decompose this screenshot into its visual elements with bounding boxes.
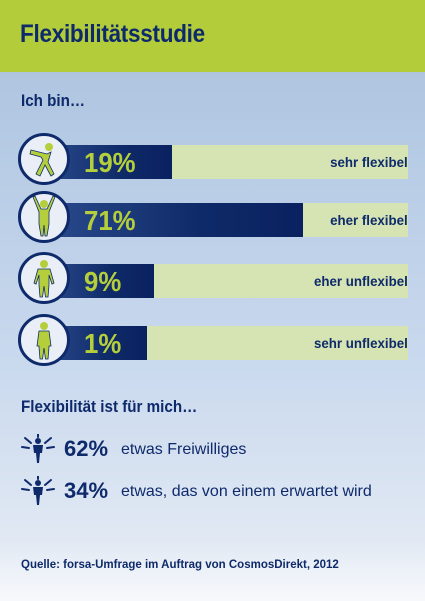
bar-value-label: 71%	[84, 205, 136, 236]
bar-value-label: 9%	[84, 266, 122, 297]
bar-value-label: 1%	[84, 328, 122, 359]
bar-row: 9% eher unflexibel	[18, 252, 408, 306]
definition-item: 34% etwas, das von einem erwartet wird	[20, 474, 410, 508]
bar	[46, 203, 303, 237]
category-label: sehr unflexibel	[314, 335, 408, 351]
definition-value: 34%	[64, 478, 109, 503]
bar-value-label: 19%	[84, 147, 136, 178]
bar-row: 1% sehr unflexibel	[18, 314, 408, 368]
definition-value: 62%	[64, 436, 109, 461]
source-note: Quelle: forsa-Umfrage im Auftrag von Cos…	[21, 559, 339, 571]
definition-item: 62% etwas Freiwilliges	[20, 432, 410, 466]
person-standing-icon	[18, 252, 70, 304]
chart-title: Ich bin…	[21, 92, 86, 110]
person-rays-icon	[20, 433, 56, 469]
bar-row: 71% eher flexibel	[18, 191, 408, 245]
person-kicking-icon	[18, 133, 70, 185]
person-arms-down-icon	[18, 314, 70, 366]
definition-text: etwas, das von einem erwartet wird	[121, 483, 372, 500]
definition-title: Flexibilität ist für mich…	[21, 398, 198, 416]
category-label: sehr flexibel	[330, 154, 408, 170]
definition-text: etwas Freiwilliges	[121, 441, 247, 458]
bar-row: 19% sehr flexibel	[18, 133, 408, 187]
person-arms-up-icon	[18, 191, 70, 243]
header-bar: Flexibilitätsstudie	[0, 0, 425, 72]
person-rays-icon	[20, 475, 56, 511]
category-label: eher flexibel	[330, 212, 408, 228]
footer-band	[0, 540, 425, 601]
category-label: eher unflexibel	[314, 273, 408, 289]
page-title: Flexibilitätsstudie	[20, 20, 205, 48]
